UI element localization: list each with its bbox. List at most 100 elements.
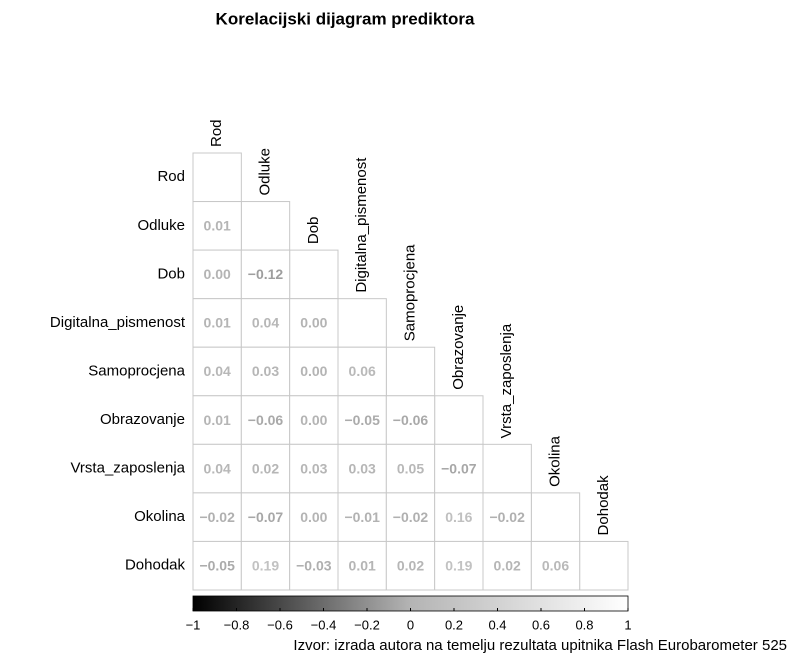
column-label: Dob — [305, 217, 322, 245]
cell — [192, 443, 242, 494]
cell — [385, 443, 436, 494]
row-label: Okolina — [134, 508, 186, 525]
cell-value: −0.05 — [344, 412, 380, 428]
colorbar-tick-label: 0.2 — [445, 617, 463, 632]
row-label: Dohodak — [125, 557, 186, 574]
cell-value: 0.01 — [204, 315, 231, 331]
cell-value: 0.05 — [397, 460, 424, 476]
cell-value: 0.03 — [252, 363, 279, 379]
colorbar-tick-label: −1 — [186, 617, 201, 632]
colorbar-tick-label: −0.4 — [311, 617, 337, 632]
cell-value: 0.02 — [397, 557, 424, 573]
cell — [289, 298, 339, 348]
diagonal-cell — [240, 201, 291, 251]
cell-value: 0.00 — [204, 266, 231, 282]
cell-value: 0.01 — [204, 218, 231, 234]
row-label: Odluke — [137, 217, 185, 234]
diagonal-cell — [482, 443, 532, 494]
cell-value: 0.19 — [445, 557, 472, 573]
diagonal-cell — [192, 152, 242, 203]
cell — [482, 492, 532, 542]
cell-value: −0.12 — [248, 266, 284, 282]
cell — [240, 443, 291, 494]
column-label: Okolina — [546, 435, 563, 487]
cell — [530, 540, 581, 591]
cell — [192, 249, 242, 300]
cell-value: −0.02 — [393, 509, 429, 525]
cell — [289, 540, 339, 591]
cell — [337, 443, 387, 494]
column-label: Odluke — [256, 148, 273, 196]
row-label: Obrazovanje — [100, 411, 185, 428]
column-label: Vrsta_zaposlenja — [498, 323, 515, 438]
cell — [434, 492, 484, 542]
column-label: Digitalna_pismenost — [353, 157, 370, 293]
column-label: Rod — [208, 119, 225, 147]
cell — [482, 540, 532, 591]
cell-value: −0.02 — [489, 509, 525, 525]
colorbar-tick-label: 0.6 — [532, 617, 550, 632]
diagonal-cell — [579, 540, 629, 591]
colorbar-tick-label: −0.2 — [354, 617, 380, 632]
diagonal-cell — [434, 395, 484, 445]
cell-value: 0.16 — [445, 509, 472, 525]
cell — [240, 249, 291, 300]
chart-title: Korelacijski dijagram prediktora — [216, 9, 475, 28]
cell-value: 0.19 — [252, 557, 279, 573]
row-label: Samoprocjena — [88, 362, 185, 379]
colorbar-tick-label: 1 — [624, 617, 631, 632]
row-label: Rod — [157, 168, 185, 185]
cell-value: 0.06 — [542, 557, 569, 573]
cell-value: −0.07 — [248, 509, 284, 525]
cell — [240, 346, 291, 397]
row-label: Dob — [157, 265, 185, 282]
row-label: Digitalna_pismenost — [50, 314, 186, 331]
column-label: Dohodak — [595, 475, 612, 536]
cell — [337, 346, 387, 397]
cell-value: −0.02 — [199, 509, 235, 525]
cell-value: 0.02 — [252, 460, 279, 476]
cell-value: −0.05 — [199, 557, 235, 573]
colorbar-tick-label: 0.8 — [575, 617, 593, 632]
cell-value: 0.00 — [300, 315, 327, 331]
cell-value: −0.01 — [344, 509, 380, 525]
cell — [289, 443, 339, 494]
cell-value: −0.03 — [296, 557, 332, 573]
cell — [240, 492, 291, 542]
colorbar-tick-label: −0.6 — [267, 617, 293, 632]
cell-value: −0.06 — [393, 412, 429, 428]
caption: Izvor: izrada autora na temelju rezultat… — [293, 637, 787, 654]
cell-value: 0.02 — [494, 557, 521, 573]
cell-value: 0.04 — [204, 460, 231, 476]
cell — [337, 395, 387, 445]
cell — [240, 395, 291, 445]
cell — [192, 540, 242, 591]
colorbar-tick-label: 0.4 — [488, 617, 506, 632]
cell-value: 0.00 — [300, 412, 327, 428]
cell-value: 0.01 — [204, 412, 231, 428]
cell-value: −0.06 — [248, 412, 284, 428]
colorbar-tick-label: 0 — [407, 617, 414, 632]
diagonal-cell — [337, 298, 387, 348]
cell-value: 0.04 — [204, 363, 231, 379]
cell-value: 0.03 — [349, 460, 376, 476]
column-label: Obrazovanje — [450, 305, 467, 390]
cell-value: 0.04 — [252, 315, 279, 331]
diagonal-cell — [530, 492, 581, 542]
row-label: Vrsta_zaposlenja — [70, 460, 185, 477]
column-label: Samoprocjena — [401, 244, 418, 341]
cell-value: 0.01 — [349, 557, 376, 573]
cell — [434, 443, 484, 494]
diagonal-cell — [289, 249, 339, 300]
cell-value: −0.07 — [441, 460, 477, 476]
cell — [192, 201, 242, 251]
cell — [434, 540, 484, 591]
diagonal-cell — [385, 346, 436, 397]
cell-value: 0.06 — [349, 363, 376, 379]
cell-value: 0.03 — [300, 460, 327, 476]
cell-value: 0.00 — [300, 509, 327, 525]
cell — [192, 492, 242, 542]
cell-value: 0.00 — [300, 363, 327, 379]
colorbar-tick-label: −0.8 — [224, 617, 250, 632]
